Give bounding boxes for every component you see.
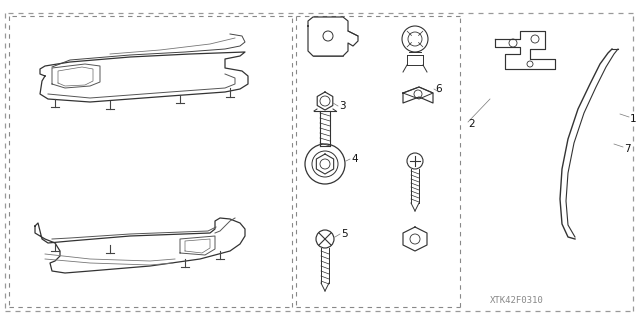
Text: 1: 1 <box>630 114 637 124</box>
Text: 7: 7 <box>624 144 630 154</box>
Text: 5: 5 <box>341 229 348 239</box>
Text: 2: 2 <box>468 119 475 129</box>
Text: XTK42F0310: XTK42F0310 <box>490 296 544 305</box>
Text: 6: 6 <box>435 84 442 94</box>
Text: 4: 4 <box>351 154 358 164</box>
Text: 3: 3 <box>339 101 346 111</box>
